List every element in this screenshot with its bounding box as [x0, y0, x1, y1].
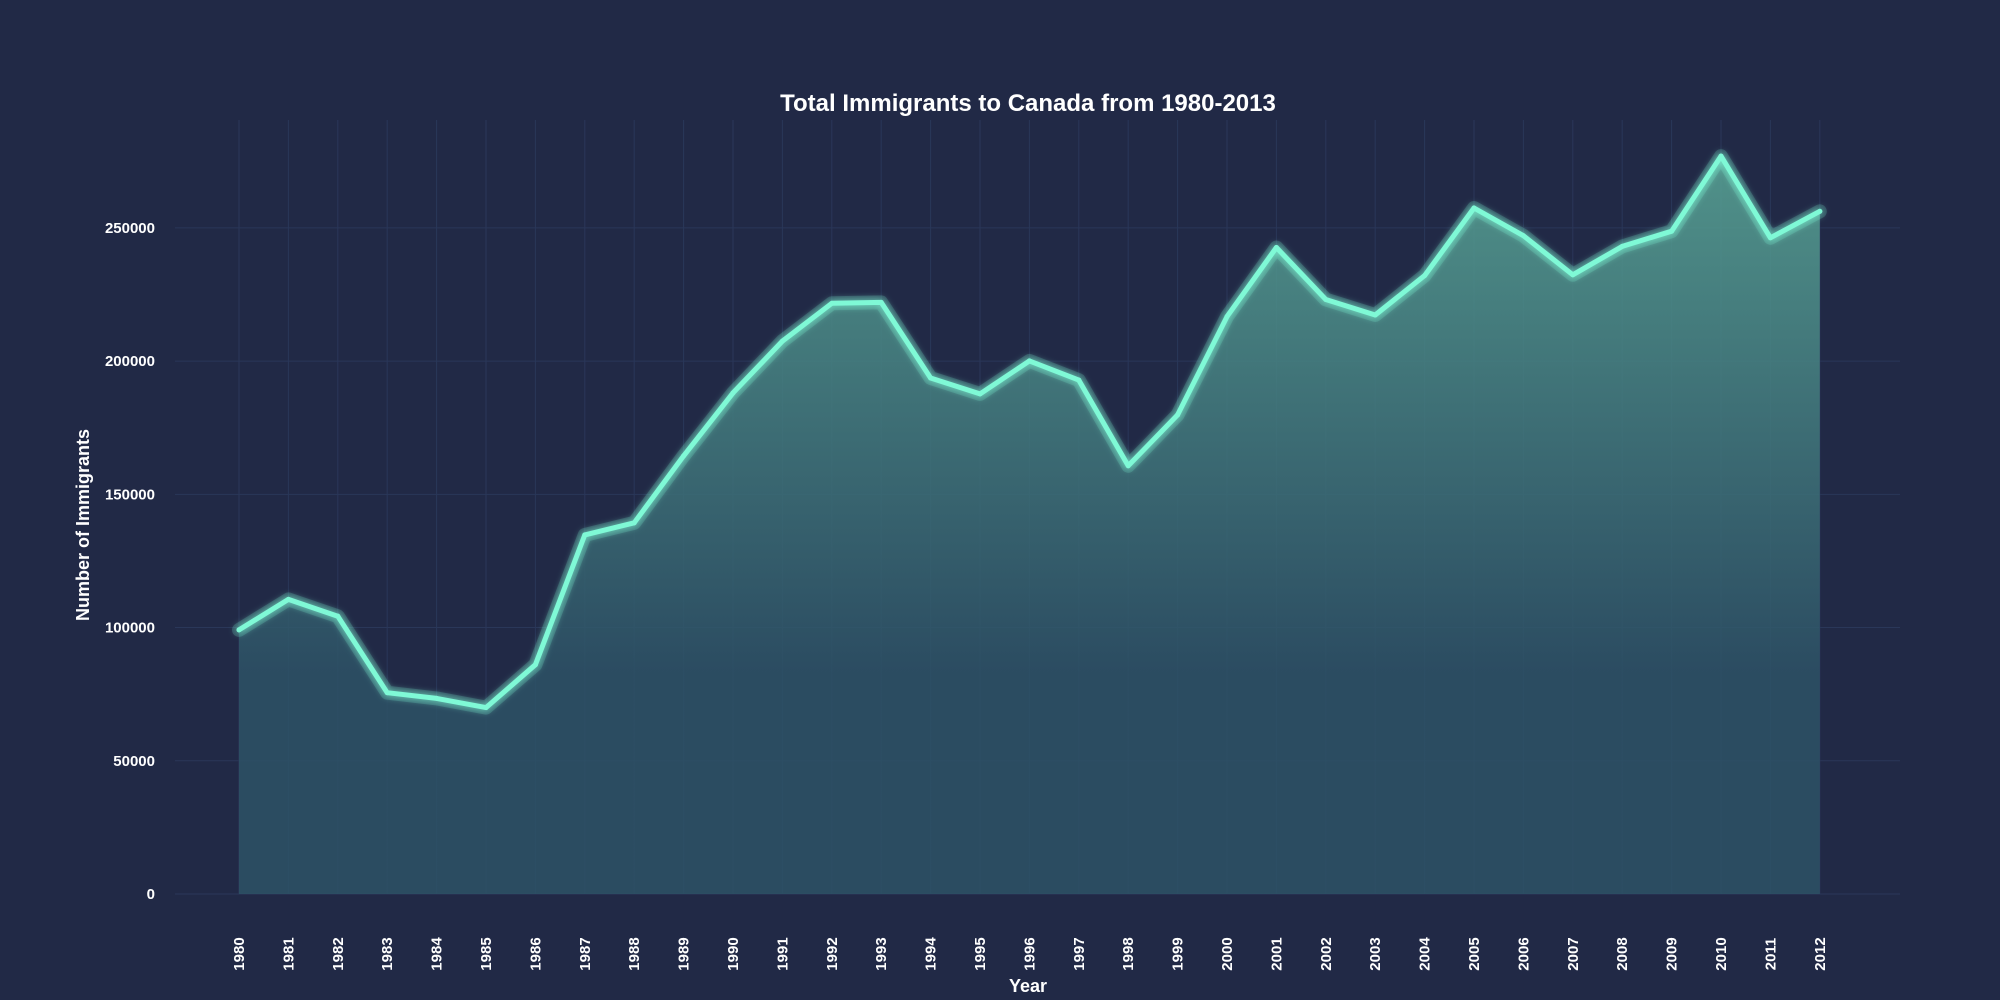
y-tick-label: 100000: [105, 620, 155, 637]
x-tick-label: 2008: [1614, 937, 1631, 970]
data-point-2009: [1669, 228, 1675, 234]
data-point-2000: [1224, 314, 1230, 320]
x-tick-label: 2002: [1318, 937, 1335, 970]
data-point-1995: [977, 391, 983, 397]
y-tick-label: 150000: [105, 486, 155, 503]
x-tick-label: 1987: [577, 937, 594, 970]
data-point-1987: [582, 532, 588, 538]
x-tick-label: 1989: [676, 937, 693, 970]
x-tick-label: 1996: [1021, 937, 1038, 970]
y-tick-label: 0: [147, 886, 155, 903]
data-point-2004: [1422, 273, 1428, 279]
data-point-1998: [1125, 463, 1131, 469]
y-tick-label: 250000: [105, 220, 155, 237]
data-point-1983: [384, 690, 390, 696]
data-point-1993: [878, 299, 884, 305]
data-point-1990: [730, 390, 736, 396]
data-point-1994: [928, 375, 934, 381]
data-point-2010: [1718, 153, 1724, 159]
data-point-1982: [335, 613, 341, 619]
x-tick-label: 1980: [231, 937, 248, 970]
x-tick-label: 2012: [1812, 937, 1829, 970]
data-point-2008: [1619, 243, 1625, 249]
data-point-2003: [1372, 312, 1378, 318]
x-tick-label: 1994: [923, 937, 940, 971]
x-tick-label: 2009: [1664, 937, 1681, 970]
x-tick-label: 2005: [1466, 937, 1483, 970]
x-axis-ticks: 1980 1981 1982 1983 1984 1985 1986 1987 1988 1989…: [231, 937, 1829, 971]
data-point-1997: [1076, 377, 1082, 383]
data-point-2011: [1767, 235, 1773, 241]
chart-title: Total Immigrants to Canada from 1980-201…: [780, 90, 1276, 117]
data-point-2002: [1323, 297, 1329, 303]
x-tick-label: 2006: [1515, 937, 1532, 970]
x-tick-label: 2004: [1417, 937, 1434, 971]
x-tick-label: 1999: [1170, 937, 1187, 970]
y-tick-label: 200000: [105, 353, 155, 370]
data-point-1991: [779, 338, 785, 344]
x-tick-label: 1991: [774, 937, 791, 970]
x-tick-label: 1988: [626, 937, 643, 970]
x-tick-label: 1995: [972, 937, 989, 970]
area-fill: [239, 156, 1820, 895]
y-axis-label: Number of Immigrants: [73, 429, 93, 621]
x-tick-label: 1981: [280, 937, 297, 970]
data-point-1989: [681, 453, 687, 459]
x-tick-label: 2007: [1565, 937, 1582, 970]
data-point-2007: [1570, 272, 1576, 278]
x-tick-label: 1984: [429, 937, 446, 971]
data-point-1996: [1026, 358, 1032, 364]
x-tick-label: 2010: [1713, 937, 1730, 970]
data-point-2012: [1817, 208, 1823, 214]
data-point-1984: [434, 695, 440, 701]
x-tick-label: 1997: [1071, 937, 1088, 970]
x-tick-label: 1990: [725, 937, 742, 970]
y-axis-ticks: 0 50000 100000 150000 200000 250000: [105, 220, 155, 903]
data-point-2001: [1273, 245, 1279, 251]
data-point-1980: [236, 627, 242, 633]
x-tick-label: 2011: [1762, 938, 1779, 971]
y-tick-label: 50000: [113, 753, 155, 770]
x-tick-label: 2000: [1219, 937, 1236, 970]
x-tick-label: 1998: [1120, 937, 1137, 970]
data-point-2006: [1520, 233, 1526, 239]
x-tick-label: 1985: [478, 937, 495, 970]
x-tick-label: 1986: [527, 937, 544, 970]
x-tick-label: 1983: [379, 937, 396, 970]
x-tick-label: 1992: [824, 937, 841, 970]
x-tick-label: 2003: [1367, 937, 1384, 970]
x-tick-label: 1993: [873, 937, 890, 970]
data-point-1985: [483, 705, 489, 711]
data-points: [236, 153, 1823, 711]
x-axis-label: Year: [1009, 976, 1047, 996]
data-point-2005: [1471, 205, 1477, 211]
data-point-1992: [829, 300, 835, 306]
x-tick-label: 1982: [330, 937, 347, 970]
data-point-1988: [631, 520, 637, 526]
data-point-1986: [532, 662, 538, 668]
data-point-1999: [1175, 412, 1181, 418]
data-point-1981: [285, 596, 291, 602]
x-tick-label: 2001: [1268, 937, 1285, 970]
